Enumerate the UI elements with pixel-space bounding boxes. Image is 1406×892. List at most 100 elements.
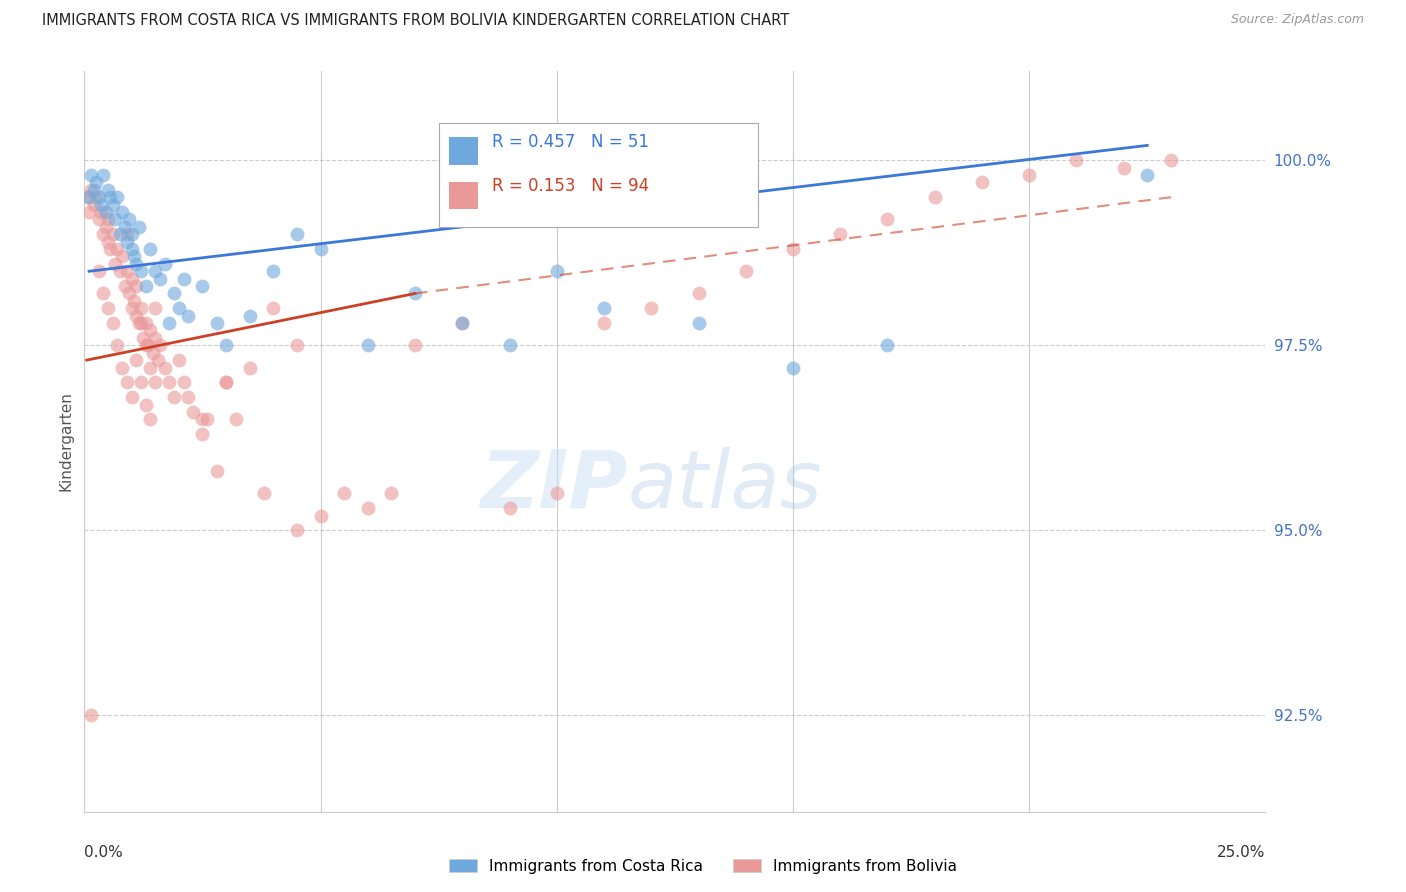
Point (970, 176, 993, 190)
Point (830, 227, 852, 242)
Point (115, 227, 138, 242)
Point (115, 376, 138, 390)
Point (98, 242, 121, 256)
Point (107, 242, 129, 256)
Point (77, 190, 100, 204)
Point (262, 301, 284, 316)
Point (734, 264, 756, 278)
Point (1112, 161, 1135, 175)
Point (177, 390, 200, 404)
Point (129, 264, 152, 278)
Point (191, 427, 214, 442)
Text: R = 0.457   N = 51: R = 0.457 N = 51 (492, 133, 648, 151)
Point (142, 345, 165, 359)
Point (128, 219, 150, 234)
Point (285, 338, 308, 352)
Point (122, 293, 145, 308)
Point (205, 316, 228, 330)
Point (143, 301, 166, 316)
Point (118, 212, 141, 227)
Point (451, 316, 474, 330)
Point (129, 301, 152, 316)
Point (876, 338, 898, 352)
Point (83, 197, 105, 211)
Point (149, 271, 172, 285)
Point (782, 242, 804, 256)
Point (97, 235, 120, 249)
Point (121, 390, 143, 404)
Point (173, 271, 195, 285)
Point (876, 212, 898, 227)
Point (239, 360, 262, 375)
Point (149, 338, 172, 352)
Point (91, 286, 114, 301)
Point (101, 227, 124, 242)
Point (118, 286, 141, 301)
Point (121, 271, 143, 285)
Point (139, 242, 162, 256)
Point (87, 212, 110, 227)
Point (111, 250, 134, 264)
Point (285, 227, 308, 242)
Point (333, 486, 356, 500)
Point (782, 360, 804, 375)
Point (135, 279, 157, 293)
Point (111, 360, 134, 375)
Point (90, 205, 112, 219)
Point (380, 486, 402, 500)
Point (593, 316, 616, 330)
Point (91, 227, 114, 242)
Point (104, 212, 127, 227)
Point (181, 405, 204, 419)
Point (404, 338, 426, 352)
Point (121, 301, 143, 316)
Point (688, 286, 710, 301)
Point (239, 309, 262, 323)
Point (195, 412, 218, 426)
Point (167, 353, 190, 368)
Text: R = 0.153   N = 94: R = 0.153 N = 94 (492, 178, 650, 195)
Point (76, 190, 98, 204)
Point (309, 242, 332, 256)
Y-axis label: Kindergarten: Kindergarten (58, 392, 73, 491)
Point (80, 183, 103, 197)
Point (924, 190, 946, 204)
Text: IMMIGRANTS FROM COSTA RICA VS IMMIGRANTS FROM BOLIVIA KINDERGARTEN CORRELATION C: IMMIGRANTS FROM COSTA RICA VS IMMIGRANTS… (42, 13, 789, 29)
Point (111, 205, 134, 219)
Point (97, 212, 120, 227)
Point (1018, 168, 1040, 182)
Point (215, 376, 238, 390)
Point (215, 338, 238, 352)
Text: Source: ZipAtlas.com: Source: ZipAtlas.com (1230, 13, 1364, 27)
Point (114, 219, 136, 234)
Point (357, 501, 380, 516)
Point (125, 353, 148, 368)
Point (146, 353, 169, 368)
Point (191, 279, 214, 293)
Point (546, 264, 568, 278)
Point (84, 176, 107, 190)
Point (225, 412, 247, 426)
Point (139, 324, 162, 338)
Point (191, 412, 214, 426)
Point (125, 279, 148, 293)
Point (132, 331, 155, 345)
Point (1160, 153, 1182, 168)
Point (143, 376, 166, 390)
FancyBboxPatch shape (450, 182, 478, 209)
Point (404, 286, 426, 301)
Point (129, 376, 152, 390)
Point (1066, 153, 1088, 168)
Point (128, 316, 150, 330)
Point (173, 376, 195, 390)
Point (97, 301, 120, 316)
Point (167, 301, 190, 316)
Point (546, 486, 568, 500)
Point (153, 360, 176, 375)
Point (262, 264, 284, 278)
Point (91, 168, 114, 182)
Point (1136, 168, 1159, 182)
Point (309, 508, 332, 523)
Point (205, 464, 228, 478)
Point (215, 376, 238, 390)
